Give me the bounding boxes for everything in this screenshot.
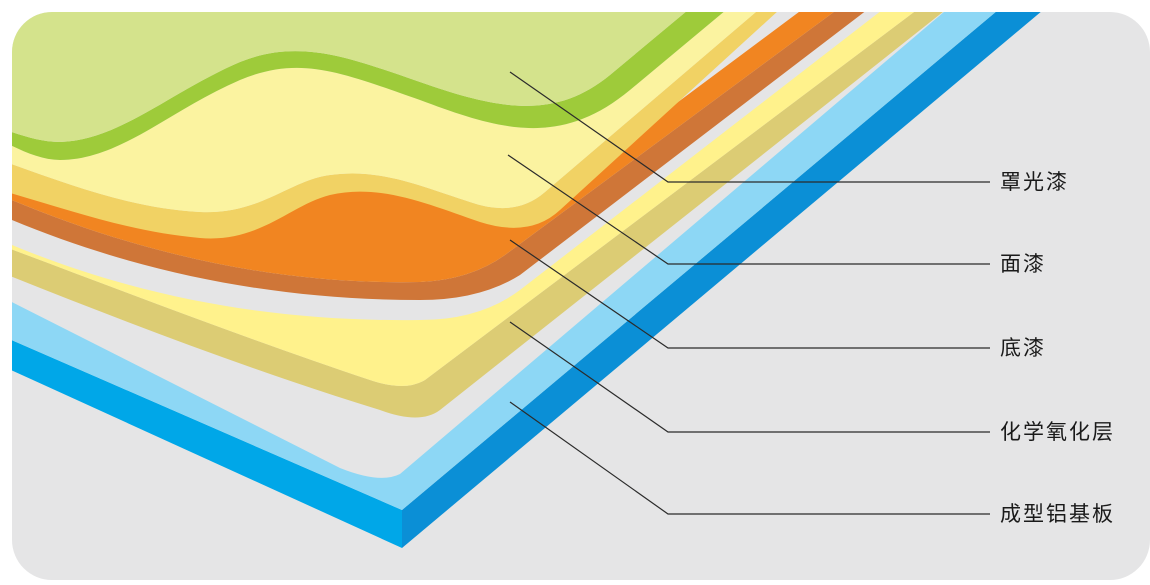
leader-line-primer: [509, 239, 990, 349]
substrate-side-face: [12, 335, 402, 548]
label-primer: 底漆: [1000, 336, 1046, 360]
substrate-edge-face: [402, 12, 1055, 548]
clear-coat-face: [12, 12, 700, 142]
layer-stack: [12, 12, 1055, 548]
leader-line-substrate: [509, 401, 990, 515]
substrate-top-face: [12, 12, 1010, 510]
top-coat-face: [12, 12, 770, 213]
leader-line-clear-coat: [509, 71, 990, 183]
leader-lines: [507, 71, 990, 515]
primer-layer-face: [12, 12, 850, 283]
label-clear-coat: 罩光漆: [1000, 170, 1069, 194]
layer-labels: 罩光漆 面漆 底漆 化学氧化层 成型铝基板: [1000, 170, 1115, 526]
leader-line-top-coat: [507, 154, 990, 265]
label-top-coat: 面漆: [1000, 252, 1046, 276]
clear-coat-edge: [12, 12, 738, 160]
label-conversion-layer: 化学氧化层: [1000, 420, 1115, 444]
leader-line-conversion-layer: [509, 321, 990, 433]
top-coat-edge: [12, 12, 790, 239]
label-substrate: 成型铝基板: [1000, 502, 1115, 526]
